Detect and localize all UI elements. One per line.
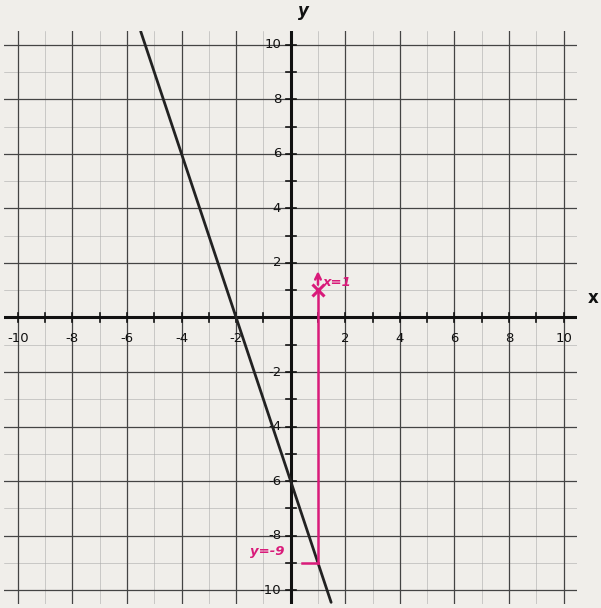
Text: 8: 8 — [273, 93, 281, 106]
Text: y=-9: y=-9 — [250, 545, 284, 558]
Text: y: y — [297, 2, 308, 20]
Text: -10: -10 — [260, 584, 281, 596]
Text: -4: -4 — [175, 333, 188, 345]
Text: -6: -6 — [120, 333, 133, 345]
Text: 4: 4 — [395, 333, 404, 345]
Text: 4: 4 — [273, 202, 281, 215]
Text: x=1: x=1 — [322, 276, 351, 289]
Text: -8: -8 — [268, 529, 281, 542]
Text: -2: -2 — [268, 365, 281, 379]
Text: 6: 6 — [273, 147, 281, 161]
Text: -6: -6 — [268, 475, 281, 488]
Text: -8: -8 — [66, 333, 79, 345]
Text: 8: 8 — [505, 333, 513, 345]
Text: 2: 2 — [273, 257, 281, 269]
Text: -2: -2 — [230, 333, 243, 345]
Text: -10: -10 — [7, 333, 29, 345]
Text: 10: 10 — [555, 333, 572, 345]
Text: 10: 10 — [264, 38, 281, 51]
Text: 6: 6 — [450, 333, 459, 345]
Text: -4: -4 — [268, 420, 281, 433]
Text: x: x — [588, 289, 599, 306]
Text: 2: 2 — [341, 333, 350, 345]
